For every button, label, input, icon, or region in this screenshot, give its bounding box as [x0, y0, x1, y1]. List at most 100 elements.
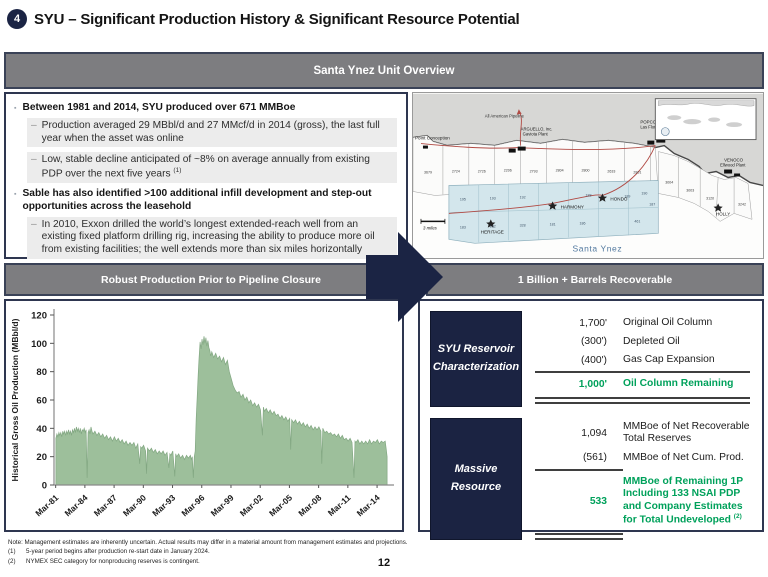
- table-row: 1,700' Original Oil Column: [535, 317, 754, 329]
- pipeline-arrowhead: [516, 109, 522, 115]
- table-row: 1,094 MMBoe of Net Recoverable Total Res…: [535, 421, 754, 446]
- footnote-text: NYMEX SEC category for nonproducing rese…: [26, 557, 200, 565]
- x-tick-label: Mar-87: [92, 492, 119, 518]
- ellwood-plant-label: Ellwood Plant: [720, 163, 746, 168]
- inset-logo-icon: [660, 127, 670, 136]
- bullet-2-text: Sable has also identified >100 additiona…: [22, 188, 372, 212]
- map-east-blocks: [658, 151, 753, 222]
- double-total-line: [535, 396, 750, 404]
- bullet-1-sub-2-text: Low, stable decline anticipated of ~8% o…: [41, 154, 370, 180]
- reservoir-characterization-box: SYU Reservoir Characterization: [430, 311, 522, 407]
- santa-ynez-map: HONDO HARMONY HERITAGE HOLLY 3679 2724 2…: [413, 93, 763, 253]
- footnotes: Note: Management estimates are inherentl…: [8, 538, 408, 566]
- y-tick-label: 20: [36, 452, 47, 463]
- footnote-ref-2: (2): [733, 513, 742, 521]
- massive-resource-box: Massive Resource: [430, 418, 522, 540]
- square-bullet-icon: ▪: [14, 105, 17, 112]
- overview-header: Santa Ynez Unit Overview: [4, 52, 764, 89]
- platform-star-icon: [486, 219, 496, 228]
- svg-text:3120: 3120: [706, 196, 714, 200]
- production-chart-panel: 0 20 40 60 80 100 120 Mar-81 Mar-84 Mar-87 Mar-90 M…: [4, 299, 404, 532]
- dash-bullet-icon: –: [31, 218, 37, 230]
- dash-bullet-icon: –: [31, 154, 37, 166]
- x-tick-label: Mar-08: [296, 492, 323, 518]
- table-row-total: 533 MMBoe of Remaining 1P Including 133 …: [535, 476, 754, 527]
- svg-text:3242: 3242: [738, 202, 746, 206]
- pipeline-lines: [420, 109, 656, 214]
- massive-resource-group: Massive Resource 1,094 MMBoe of Net Reco…: [430, 418, 754, 540]
- svg-text:2804: 2804: [556, 169, 564, 173]
- platform-star-icon: [713, 203, 723, 212]
- page-title: SYU – Significant Production History & S…: [34, 10, 520, 28]
- row-value: 1,094: [581, 427, 607, 439]
- svg-text:3003: 3003: [686, 188, 694, 192]
- dash-bullet-icon: –: [31, 119, 37, 131]
- row-label: Gas Cap Expansion: [623, 354, 715, 365]
- gaviota-plant-label: Gaviota Plant: [523, 132, 549, 137]
- bullet-1: ▪ Between 1981 and 2014, SYU produced ov…: [14, 102, 397, 115]
- svg-text:193: 193: [490, 196, 496, 200]
- table-row: (561) MMBoe of Net Cum. Prod.: [535, 452, 754, 464]
- row-value: (300'): [580, 336, 607, 348]
- right-arrow-icon: [366, 232, 443, 322]
- svg-text:2800: 2800: [582, 169, 590, 173]
- x-tick-label: Mar-84: [62, 492, 89, 518]
- map-syu-grid: [448, 181, 659, 243]
- x-tick-label: Mar-02: [238, 492, 265, 518]
- svg-text:181: 181: [550, 222, 556, 226]
- resource-rows: 1,094 MMBoe of Net Recoverable Total Res…: [535, 418, 754, 540]
- y-tick-label: 0: [42, 481, 47, 492]
- svg-text:2633: 2633: [607, 170, 615, 174]
- footnote-num: (2): [8, 557, 16, 565]
- row-value: (400'): [580, 354, 607, 366]
- bullet-2-sub-1-text: In 2010, Exxon drilled the world’s longe…: [41, 218, 375, 256]
- x-tick-label: Mar-99: [209, 492, 236, 518]
- white-block-numbers: 3679 2724 2726 2206 2793 2804 2800 2633 …: [424, 169, 746, 207]
- map-scale-bar: 3 miles: [420, 218, 446, 230]
- production-area-series: [55, 336, 388, 486]
- table-row-total: 1,000' Oil Column Remaining: [535, 378, 754, 390]
- svg-text:188: 188: [586, 193, 592, 197]
- x-tick-label: Mar-81: [33, 492, 60, 518]
- footnote-ref-1: (1): [173, 167, 182, 174]
- bullet-1-sub-1-text: Production averaged 29 MBbl/d and 27 MMc…: [41, 119, 380, 144]
- inset-map: [654, 98, 757, 141]
- svg-text:2724: 2724: [452, 170, 460, 174]
- x-tick-label: Mar-14: [355, 492, 382, 518]
- point-conception-label: Point Conception: [415, 136, 450, 141]
- platform-hondo: HONDO: [597, 193, 628, 202]
- platform-holly-label: HOLLY: [716, 211, 730, 216]
- row-label: MMBoe of Remaining 1P Including 133 NSAI…: [623, 476, 743, 526]
- y-tick-label: 120: [31, 311, 47, 322]
- svg-text:2793: 2793: [530, 170, 538, 174]
- x-tick-label: Mar-05: [267, 492, 294, 518]
- total-separator-line: [535, 371, 750, 374]
- svg-text:189: 189: [624, 194, 630, 198]
- overview-bullets-panel: ▪ Between 1981 and 2014, SYU produced ov…: [4, 92, 408, 259]
- row-value: 1,700': [579, 317, 607, 329]
- total-separator-line: [535, 469, 623, 472]
- square-bullet-icon: ▪: [14, 191, 17, 199]
- row-label: Oil Column Remaining: [623, 378, 734, 390]
- platform-heritage: HERITAGE: [481, 219, 504, 234]
- note-line: Note: Management estimates are inherentl…: [8, 539, 408, 546]
- svg-text:3004: 3004: [665, 180, 673, 184]
- bullet-2: ▪ Sable has also identified >100 additio…: [14, 188, 397, 214]
- chart-section-header: Robust Production Prior to Pipeline Clos…: [4, 263, 418, 296]
- map-syu-leasehold: [448, 180, 659, 244]
- title-bar: 4 SYU – Significant Production History &…: [7, 9, 520, 29]
- svg-text:461: 461: [634, 219, 640, 223]
- x-tick-label: Mar-96: [179, 492, 206, 518]
- x-tick-label: Mar-93: [150, 492, 177, 518]
- bullet-2-sub-1: – In 2010, Exxon drilled the world’s lon…: [27, 216, 397, 259]
- footnote-num: (1): [8, 548, 16, 556]
- reservoir-characterization-group: SYU Reservoir Characterization 1,700' Or…: [430, 311, 754, 407]
- y-tick-label: 80: [36, 367, 47, 378]
- svg-text:182: 182: [490, 224, 496, 228]
- double-total-line: [535, 532, 623, 540]
- svg-text:3679: 3679: [424, 171, 432, 175]
- y-axis-title: Historical Gross Oil Production (MBbl/d): [10, 318, 20, 481]
- svg-text:2801: 2801: [633, 171, 641, 175]
- footnote-2: (2) NYMEX SEC category for nonproducing …: [8, 557, 408, 566]
